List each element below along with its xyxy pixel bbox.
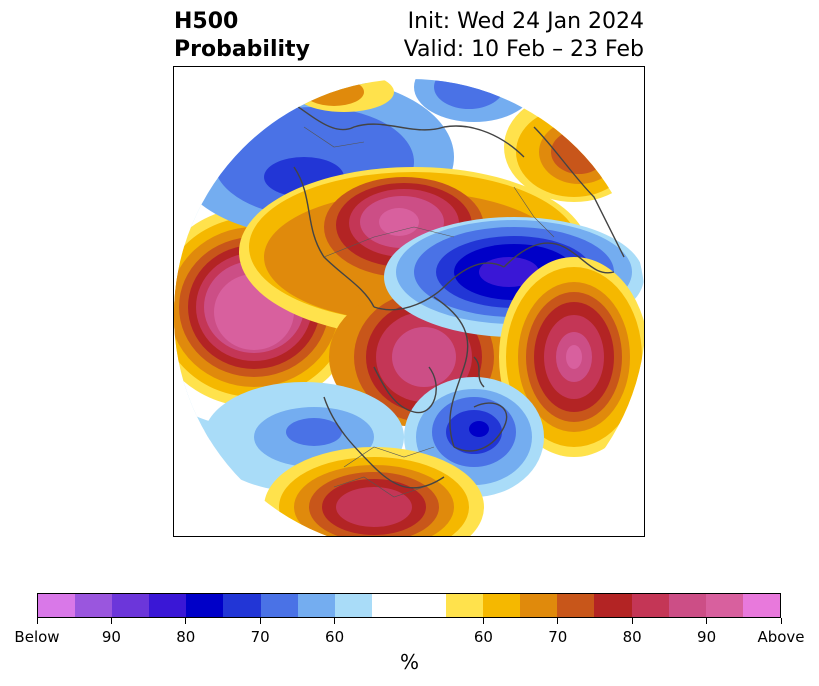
polar-map xyxy=(173,66,645,537)
colorbar-tick xyxy=(631,618,633,624)
colorbar-tick xyxy=(185,618,187,624)
coastlines xyxy=(283,96,625,489)
colorbar-tick xyxy=(482,618,484,624)
southern-us-ridge xyxy=(264,447,484,536)
colorbar-tick xyxy=(780,618,782,624)
country-borders xyxy=(303,126,555,498)
colorbar-cell xyxy=(297,594,335,617)
colorbar-cell xyxy=(38,594,76,617)
colorbar-tick xyxy=(334,618,336,624)
colorbar-cell xyxy=(631,594,669,617)
colorbar-cell xyxy=(334,594,372,617)
colorbar-tick-label: 80 xyxy=(176,628,196,646)
colorbar-tick xyxy=(706,618,708,624)
colorbar-cell xyxy=(149,594,187,617)
colorbar-tick-label: Above xyxy=(757,628,805,646)
colorbar-tick-label: 70 xyxy=(250,628,270,646)
colorbar-cell xyxy=(520,594,558,617)
colorbar-cell xyxy=(260,594,298,617)
colorbar-tick-label: 90 xyxy=(101,628,121,646)
colorbar-cell xyxy=(742,594,780,617)
colorbar-tick-label: 80 xyxy=(622,628,642,646)
colorbar xyxy=(37,593,781,618)
colorbar-tick-label: Below xyxy=(14,628,60,646)
colorbar-tick-label: 60 xyxy=(473,628,493,646)
colorbar-cell xyxy=(112,594,150,617)
colorbar-tick-label: 70 xyxy=(548,628,568,646)
colorbar-cell xyxy=(446,594,484,617)
scandinavia-ridge xyxy=(504,92,644,202)
valid-range: Valid: 10 Feb – 23 Feb xyxy=(403,37,644,62)
anomaly-map-svg xyxy=(174,79,644,536)
colorbar-cell xyxy=(408,594,447,617)
colorbar-tick xyxy=(557,618,559,624)
colorbar-cell xyxy=(75,594,113,617)
colorbar-tick-label: 90 xyxy=(697,628,717,646)
colorbar-cell xyxy=(594,594,632,617)
map-title: H500 Probability xyxy=(174,8,310,64)
init-date: Init: Wed 24 Jan 2024 xyxy=(407,9,644,34)
colorbar-cell xyxy=(705,594,743,617)
title-line-1: H500 xyxy=(174,9,239,34)
colorbar-tick-label: 60 xyxy=(325,628,345,646)
colorbar-cell xyxy=(668,594,706,617)
colorbar-cell xyxy=(186,594,224,617)
north-atlantic-ridge xyxy=(499,257,644,457)
colorbar-unit: % xyxy=(399,650,419,674)
title-line-2: Probability xyxy=(174,37,310,62)
colorbar-tick xyxy=(259,618,261,624)
colorbar-cell xyxy=(557,594,595,617)
colorbar-cell xyxy=(371,594,409,617)
colorbar-cell xyxy=(483,594,521,617)
colorbar-cell xyxy=(223,594,261,617)
colorbar-tick xyxy=(110,618,112,624)
colorbar-tick xyxy=(36,618,38,624)
date-block: Init: Wed 24 Jan 2024 Valid: 10 Feb – 23… xyxy=(404,8,644,64)
